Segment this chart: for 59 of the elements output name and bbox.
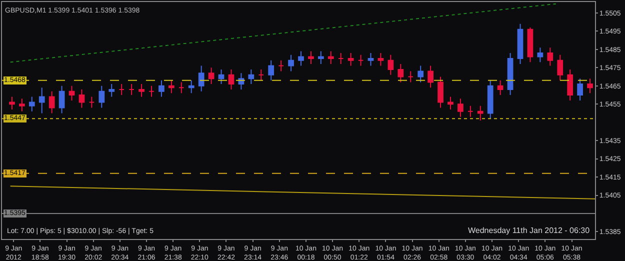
annotation: Wednesday 11th Jan 2012 - 06:30 (468, 226, 590, 235)
candlestick (128, 84, 134, 96)
candlestick (567, 68, 574, 101)
candlestick (477, 105, 484, 121)
candlestick (98, 85, 105, 108)
candlestick (118, 84, 125, 96)
candlestick (248, 68, 254, 85)
candlestick (537, 47, 544, 63)
candlestick (428, 65, 434, 88)
candlestick (258, 68, 264, 81)
candlestick (278, 60, 284, 72)
candlestick (288, 54, 294, 72)
candlestick (108, 84, 115, 98)
candlestick (308, 50, 314, 64)
candlestick (168, 80, 174, 94)
candlestick (9, 96, 15, 110)
candlestick (467, 105, 474, 118)
candlestick (68, 85, 75, 101)
candlestick (448, 96, 454, 110)
candlestick (408, 70, 414, 83)
candlestick (198, 65, 204, 92)
candlestick (438, 76, 444, 108)
candlestick (78, 89, 85, 108)
candlestick (88, 96, 95, 108)
candlestick (158, 80, 164, 98)
candlestick (18, 98, 25, 112)
candlestick (527, 27, 534, 63)
candlestick (497, 80, 504, 96)
candlestick (28, 96, 35, 112)
candlestick (547, 47, 554, 66)
candlestick (507, 52, 514, 96)
candlestick (458, 98, 464, 118)
candlestick (318, 50, 324, 64)
candlestick (208, 67, 214, 85)
candlestick (38, 87, 45, 114)
candlestick (378, 52, 384, 66)
candlestick (48, 90, 55, 114)
candlestick (587, 78, 593, 94)
candlestick (188, 80, 194, 94)
candlestick (388, 54, 394, 76)
candlestick (517, 23, 524, 64)
candlestick (487, 80, 494, 120)
candlestick (138, 84, 144, 98)
candlestick (418, 65, 424, 83)
candlestick (328, 50, 334, 64)
candlestick (557, 54, 564, 81)
candlestick (218, 68, 224, 85)
candlestick (348, 52, 354, 66)
candlestick (358, 54, 364, 66)
candlestick (58, 85, 65, 114)
candlestick (338, 52, 344, 64)
candlestick (577, 78, 583, 101)
candlestick (298, 50, 304, 66)
candlestick (398, 63, 404, 83)
candlestick (268, 60, 274, 81)
candlestick (228, 68, 234, 90)
candlestick (368, 52, 374, 66)
candlestick (178, 82, 184, 94)
candlestick (148, 85, 154, 98)
